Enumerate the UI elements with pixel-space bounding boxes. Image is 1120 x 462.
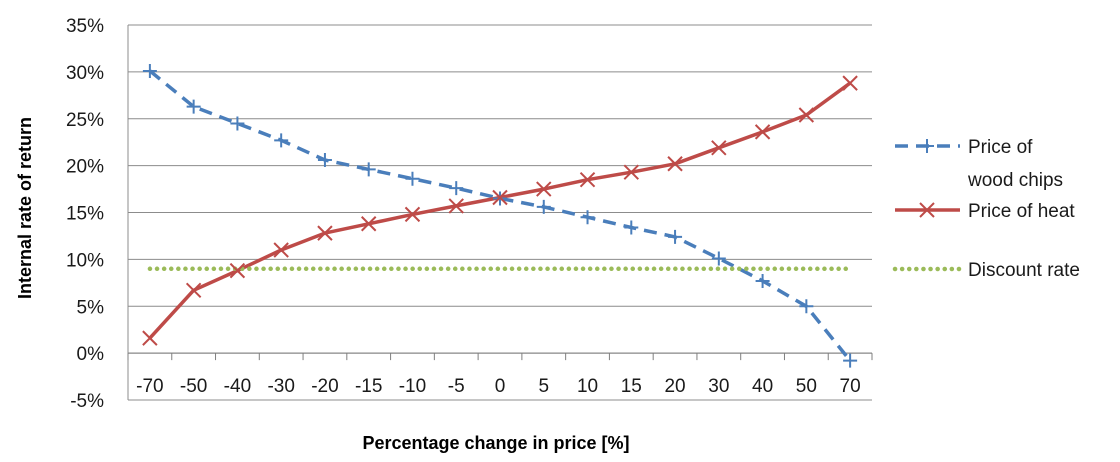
y-tick-label: 10% [66, 250, 104, 271]
y-tick-label: 5% [77, 297, 105, 318]
data-point-marker [273, 242, 289, 258]
legend-marker [920, 139, 934, 153]
x-tick-label: 10 [577, 376, 598, 397]
data-point-marker [317, 225, 333, 241]
x-tick-label: -5 [448, 376, 465, 397]
data-point-marker [799, 299, 814, 314]
y-tick-label: 15% [66, 204, 104, 225]
data-point-marker [142, 330, 158, 346]
x-tick-label: 15 [621, 376, 642, 397]
data-point-marker [536, 199, 551, 214]
x-tick-label: -10 [399, 376, 426, 397]
data-point-marker [361, 162, 376, 177]
data-point-marker [579, 171, 596, 188]
x-tick-label: 20 [664, 376, 685, 397]
data-point-marker [623, 164, 640, 180]
data-point-marker [798, 107, 815, 123]
data-point-marker [668, 229, 683, 244]
y-tick-label: 20% [66, 157, 104, 178]
data-point-marker [492, 189, 508, 206]
y-axis-title: Internal rate of return [15, 117, 35, 299]
legend-label: wood chips [967, 170, 1063, 191]
data-point-marker [449, 181, 464, 196]
legend-label: Price of heat [968, 201, 1075, 222]
legend-entry: Price of wood chips [895, 137, 1063, 191]
data-point-marker [142, 63, 157, 78]
x-tick-label: -30 [267, 376, 294, 397]
data-point-marker [843, 353, 858, 368]
x-tick-label: 5 [538, 376, 549, 397]
y-tick-label: -5% [70, 391, 104, 412]
data-point-marker [229, 262, 246, 279]
data-point-marker [755, 273, 770, 288]
x-tick-label: 0 [495, 376, 506, 397]
series-markers [142, 63, 858, 368]
data-point-marker [317, 153, 332, 167]
x-tick-label: -70 [136, 376, 163, 397]
data-point-marker [230, 116, 245, 131]
y-tick-label: 25% [66, 110, 104, 131]
data-point-marker [580, 210, 595, 225]
legend: Price of wood chips Price of heat Discount … [892, 137, 1080, 281]
legend-entry: Discount rate [892, 260, 1080, 281]
y-tick-label: 35% [66, 16, 104, 37]
data-point-marker [274, 133, 289, 148]
x-tick-label: -20 [311, 376, 338, 397]
x-tick-label: -40 [224, 376, 251, 397]
y-tick-label: 30% [66, 63, 104, 84]
data-point-marker [842, 75, 858, 91]
x-tick-label: -50 [180, 376, 207, 397]
data-point-marker [667, 156, 683, 172]
data-point-marker [536, 181, 552, 197]
data-point-marker [448, 198, 464, 214]
legend-label: Discount rate [968, 260, 1080, 281]
series-line-1 [148, 81, 852, 340]
grid-lines [128, 24, 872, 401]
data-point-marker [186, 99, 201, 114]
data-point-marker [624, 220, 639, 235]
legend-label: Price of [968, 137, 1033, 158]
data-point-marker [405, 171, 420, 186]
data-point-marker [711, 251, 726, 266]
data-point-marker [404, 206, 421, 223]
tick-labels: -5%0%5%10%15%20%25%30%35%-70 -50 -40 -30 -20… [66, 16, 861, 412]
x-axis-title: Percentage change in price [%] [362, 433, 629, 453]
legend-entry: Price of heat [895, 201, 1075, 222]
x-tick-label: 70 [840, 376, 861, 397]
axes [127, 25, 873, 400]
x-tick-label: 40 [752, 376, 773, 397]
y-tick-label: 0% [77, 344, 105, 365]
series-line-0 [148, 69, 852, 362]
data-point-marker [711, 140, 727, 156]
x-tick-label: -15 [355, 376, 382, 397]
series-lines [147, 69, 853, 362]
x-tick-label: 30 [708, 376, 729, 397]
data-point-marker [754, 124, 771, 140]
legend-marker [919, 202, 935, 218]
data-point-marker [360, 216, 377, 232]
x-tick-label: 50 [796, 376, 817, 397]
data-point-marker [185, 282, 202, 299]
